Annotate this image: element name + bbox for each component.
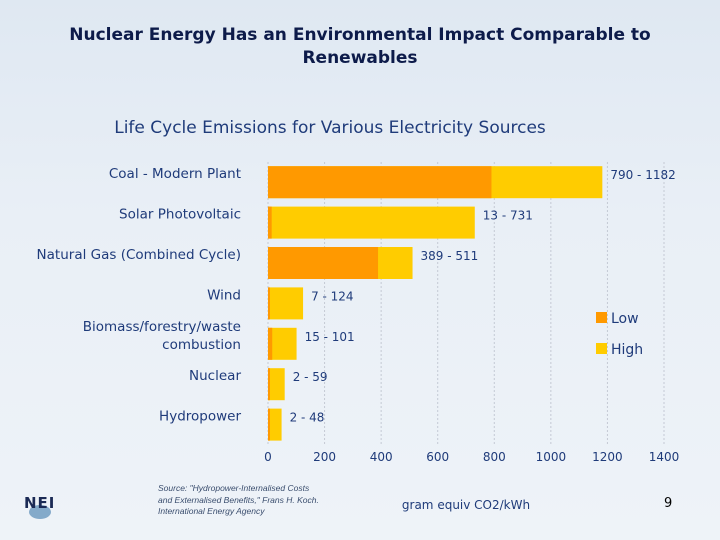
legend-swatch [596, 312, 607, 323]
bar-high [268, 287, 304, 320]
range-label: 7 - 124 [311, 289, 354, 303]
legend-label: High [611, 342, 643, 358]
x-tick-label: 0 [264, 450, 272, 464]
range-label: 15 - 101 [305, 330, 355, 344]
x-tick-label: 1400 [649, 450, 680, 464]
slide-title: Nuclear Energy Has an Environmental Impa… [69, 25, 651, 68]
category-label: Hydropower [159, 409, 241, 425]
bar-low [268, 287, 270, 320]
x-tick-label: 800 [483, 450, 506, 464]
bar-high [268, 327, 297, 360]
bar-high [268, 408, 282, 441]
x-tick-label: 1000 [536, 450, 567, 464]
bar-low [268, 368, 270, 401]
x-tick-label: 1200 [592, 450, 623, 464]
page-number: 9 [664, 496, 673, 511]
bar-high [268, 206, 475, 239]
bar-low [268, 327, 273, 360]
bar-high [268, 368, 285, 401]
x-axis-label: gram equiv CO2/kWh [402, 498, 530, 512]
category-label: combustion [162, 337, 241, 353]
bar-low [268, 247, 379, 279]
category-label: Coal - Modern Plant [109, 166, 241, 182]
category-label: Natural Gas (Combined Cycle) [37, 247, 241, 263]
bar-low [268, 408, 270, 441]
x-tick-label: 200 [313, 450, 336, 464]
bar-low [268, 206, 272, 239]
range-label: 13 - 731 [483, 209, 533, 223]
logo-text: NEI [24, 494, 55, 512]
nei-logo-icon: NEI [24, 494, 55, 519]
category-label: Biomass/forestry/waste [83, 319, 241, 335]
range-label: 2 - 48 [290, 411, 325, 425]
legend-swatch [596, 343, 607, 354]
range-label: 790 - 1182 [610, 168, 675, 182]
category-label: Wind [207, 287, 241, 303]
x-tick-label: 400 [370, 450, 393, 464]
source-note: Source: "Hydropower-Internalised Costs a… [158, 483, 319, 516]
range-label: 2 - 59 [293, 370, 328, 384]
legend-label: Low [611, 311, 639, 327]
chart-title: Life Cycle Emissions for Various Electri… [114, 118, 546, 138]
x-tick-label: 600 [426, 450, 449, 464]
bar-low [268, 166, 492, 199]
range-label: 389 - 511 [421, 249, 479, 263]
category-label: Solar Photovoltaic [119, 207, 241, 223]
category-label: Nuclear [189, 368, 241, 384]
